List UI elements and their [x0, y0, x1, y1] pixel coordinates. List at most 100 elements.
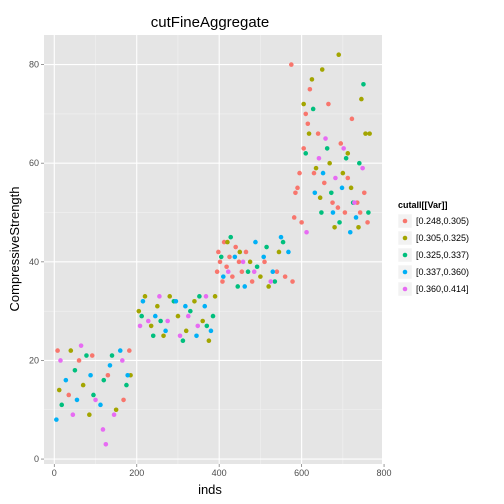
data-point	[68, 348, 74, 353]
data-point	[148, 323, 154, 329]
data-point	[180, 338, 186, 344]
data-point	[155, 303, 160, 309]
data-point	[161, 333, 166, 339]
data-point	[117, 348, 123, 353]
data-point	[239, 269, 245, 274]
data-point	[299, 220, 304, 225]
data-point	[100, 427, 106, 432]
data-point	[84, 353, 89, 358]
data-point	[278, 234, 284, 240]
data-point	[307, 86, 313, 92]
data-point	[286, 249, 291, 255]
data-point	[347, 229, 353, 235]
data-point	[125, 372, 130, 378]
data-point	[352, 200, 357, 205]
legend-label: [0.248,0.305)	[416, 216, 469, 226]
data-point	[365, 220, 370, 225]
data-point	[251, 269, 257, 274]
data-point	[337, 220, 342, 225]
data-point	[303, 151, 309, 156]
data-point	[268, 279, 274, 284]
data-point	[185, 313, 191, 319]
x-tick-label: 400	[212, 468, 227, 478]
data-point	[361, 190, 367, 196]
data-point	[340, 170, 346, 176]
y-tick-label: 0	[34, 454, 39, 464]
data-point	[228, 234, 234, 240]
data-point	[175, 313, 181, 319]
legend-label: [0.305,0.325)	[416, 233, 469, 243]
legend-title: cutall[[Var]]	[398, 200, 448, 210]
data-point	[280, 239, 286, 245]
data-point	[330, 210, 336, 215]
data-point	[127, 348, 132, 353]
data-point	[227, 254, 232, 260]
data-point	[98, 402, 103, 408]
data-point	[270, 269, 276, 274]
data-point	[342, 210, 348, 215]
data-point	[66, 392, 72, 398]
data-point	[165, 318, 170, 324]
data-point	[261, 254, 267, 260]
data-point	[173, 298, 179, 304]
data-point	[310, 106, 316, 112]
data-point	[319, 210, 324, 215]
data-point	[348, 185, 354, 191]
data-point	[158, 318, 163, 324]
data-point	[290, 279, 295, 284]
grid-minor	[44, 35, 382, 464]
data-point	[320, 170, 326, 176]
data-point	[232, 254, 238, 260]
data-point	[313, 165, 319, 171]
y-tick-label: 20	[29, 355, 39, 365]
data-point	[139, 313, 144, 319]
y-tick-label: 80	[29, 60, 39, 70]
data-point	[220, 279, 225, 284]
data-point	[136, 308, 142, 314]
data-point	[221, 274, 226, 279]
legend-swatch	[402, 286, 408, 292]
data-point	[297, 170, 302, 176]
data-point	[233, 244, 238, 250]
data-point	[237, 249, 243, 255]
legend-swatch	[402, 252, 408, 258]
data-point	[87, 412, 92, 417]
grid-major	[44, 35, 385, 464]
data-point	[357, 160, 362, 166]
x-tick-label: 600	[294, 468, 309, 478]
y-tick-label: 40	[29, 257, 39, 267]
data-point	[304, 229, 309, 235]
data-point	[321, 180, 327, 186]
data-point	[316, 155, 322, 161]
data-point	[58, 358, 63, 363]
data-point	[89, 353, 95, 358]
x-tick-label: 800	[377, 468, 392, 478]
data-point	[319, 67, 325, 72]
data-point	[70, 412, 76, 417]
data-point	[212, 294, 218, 299]
x-axis-title: inds	[198, 482, 222, 497]
chart-title: cutFineAggregate	[151, 14, 269, 31]
data-point	[326, 101, 331, 107]
data-point	[121, 397, 126, 403]
data-point	[194, 333, 199, 339]
data-point	[367, 131, 372, 136]
data-point	[88, 372, 93, 378]
data-point	[264, 244, 269, 250]
data-point	[204, 323, 210, 329]
data-point	[253, 239, 258, 245]
data-point	[214, 269, 220, 274]
data-point	[332, 225, 337, 230]
data-point	[103, 441, 109, 447]
data-point	[74, 397, 80, 403]
data-point	[282, 274, 288, 279]
data-point	[216, 249, 221, 255]
data-point	[113, 407, 119, 413]
data-point	[243, 249, 249, 255]
data-point	[360, 165, 365, 171]
data-point	[124, 382, 129, 388]
x-tick-label: 200	[129, 468, 144, 478]
data-point	[76, 358, 82, 363]
data-point	[140, 298, 146, 304]
